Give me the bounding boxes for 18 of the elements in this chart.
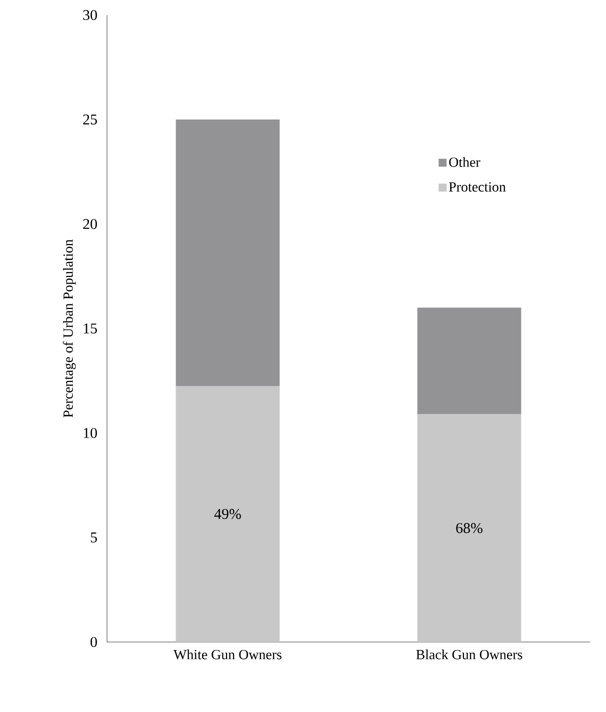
legend-label: Other bbox=[449, 157, 480, 167]
legend-label: Protection bbox=[448, 182, 506, 192]
y-tick-label: 30 bbox=[83, 10, 97, 20]
y-tick-label: 15 bbox=[84, 324, 97, 334]
y-axis-title: Percentage of Urban Population bbox=[62, 239, 76, 418]
bar bbox=[417, 308, 522, 414]
y-tick-label: 20 bbox=[83, 218, 97, 230]
y-tick-label: 5 bbox=[90, 532, 97, 542]
bar bbox=[176, 119, 280, 386]
annotation: 68% bbox=[456, 523, 482, 534]
y-tick-label: 25 bbox=[83, 114, 97, 125]
y-tick-label: 10 bbox=[84, 428, 97, 438]
annotation: 49% bbox=[214, 508, 241, 520]
x-tick-label: White Gun Owners bbox=[174, 649, 282, 660]
bar bbox=[176, 386, 280, 642]
x-tick-label: Black Gun Owners bbox=[416, 649, 522, 660]
y-tick-label: 0 bbox=[90, 636, 97, 648]
bar bbox=[417, 414, 522, 642]
